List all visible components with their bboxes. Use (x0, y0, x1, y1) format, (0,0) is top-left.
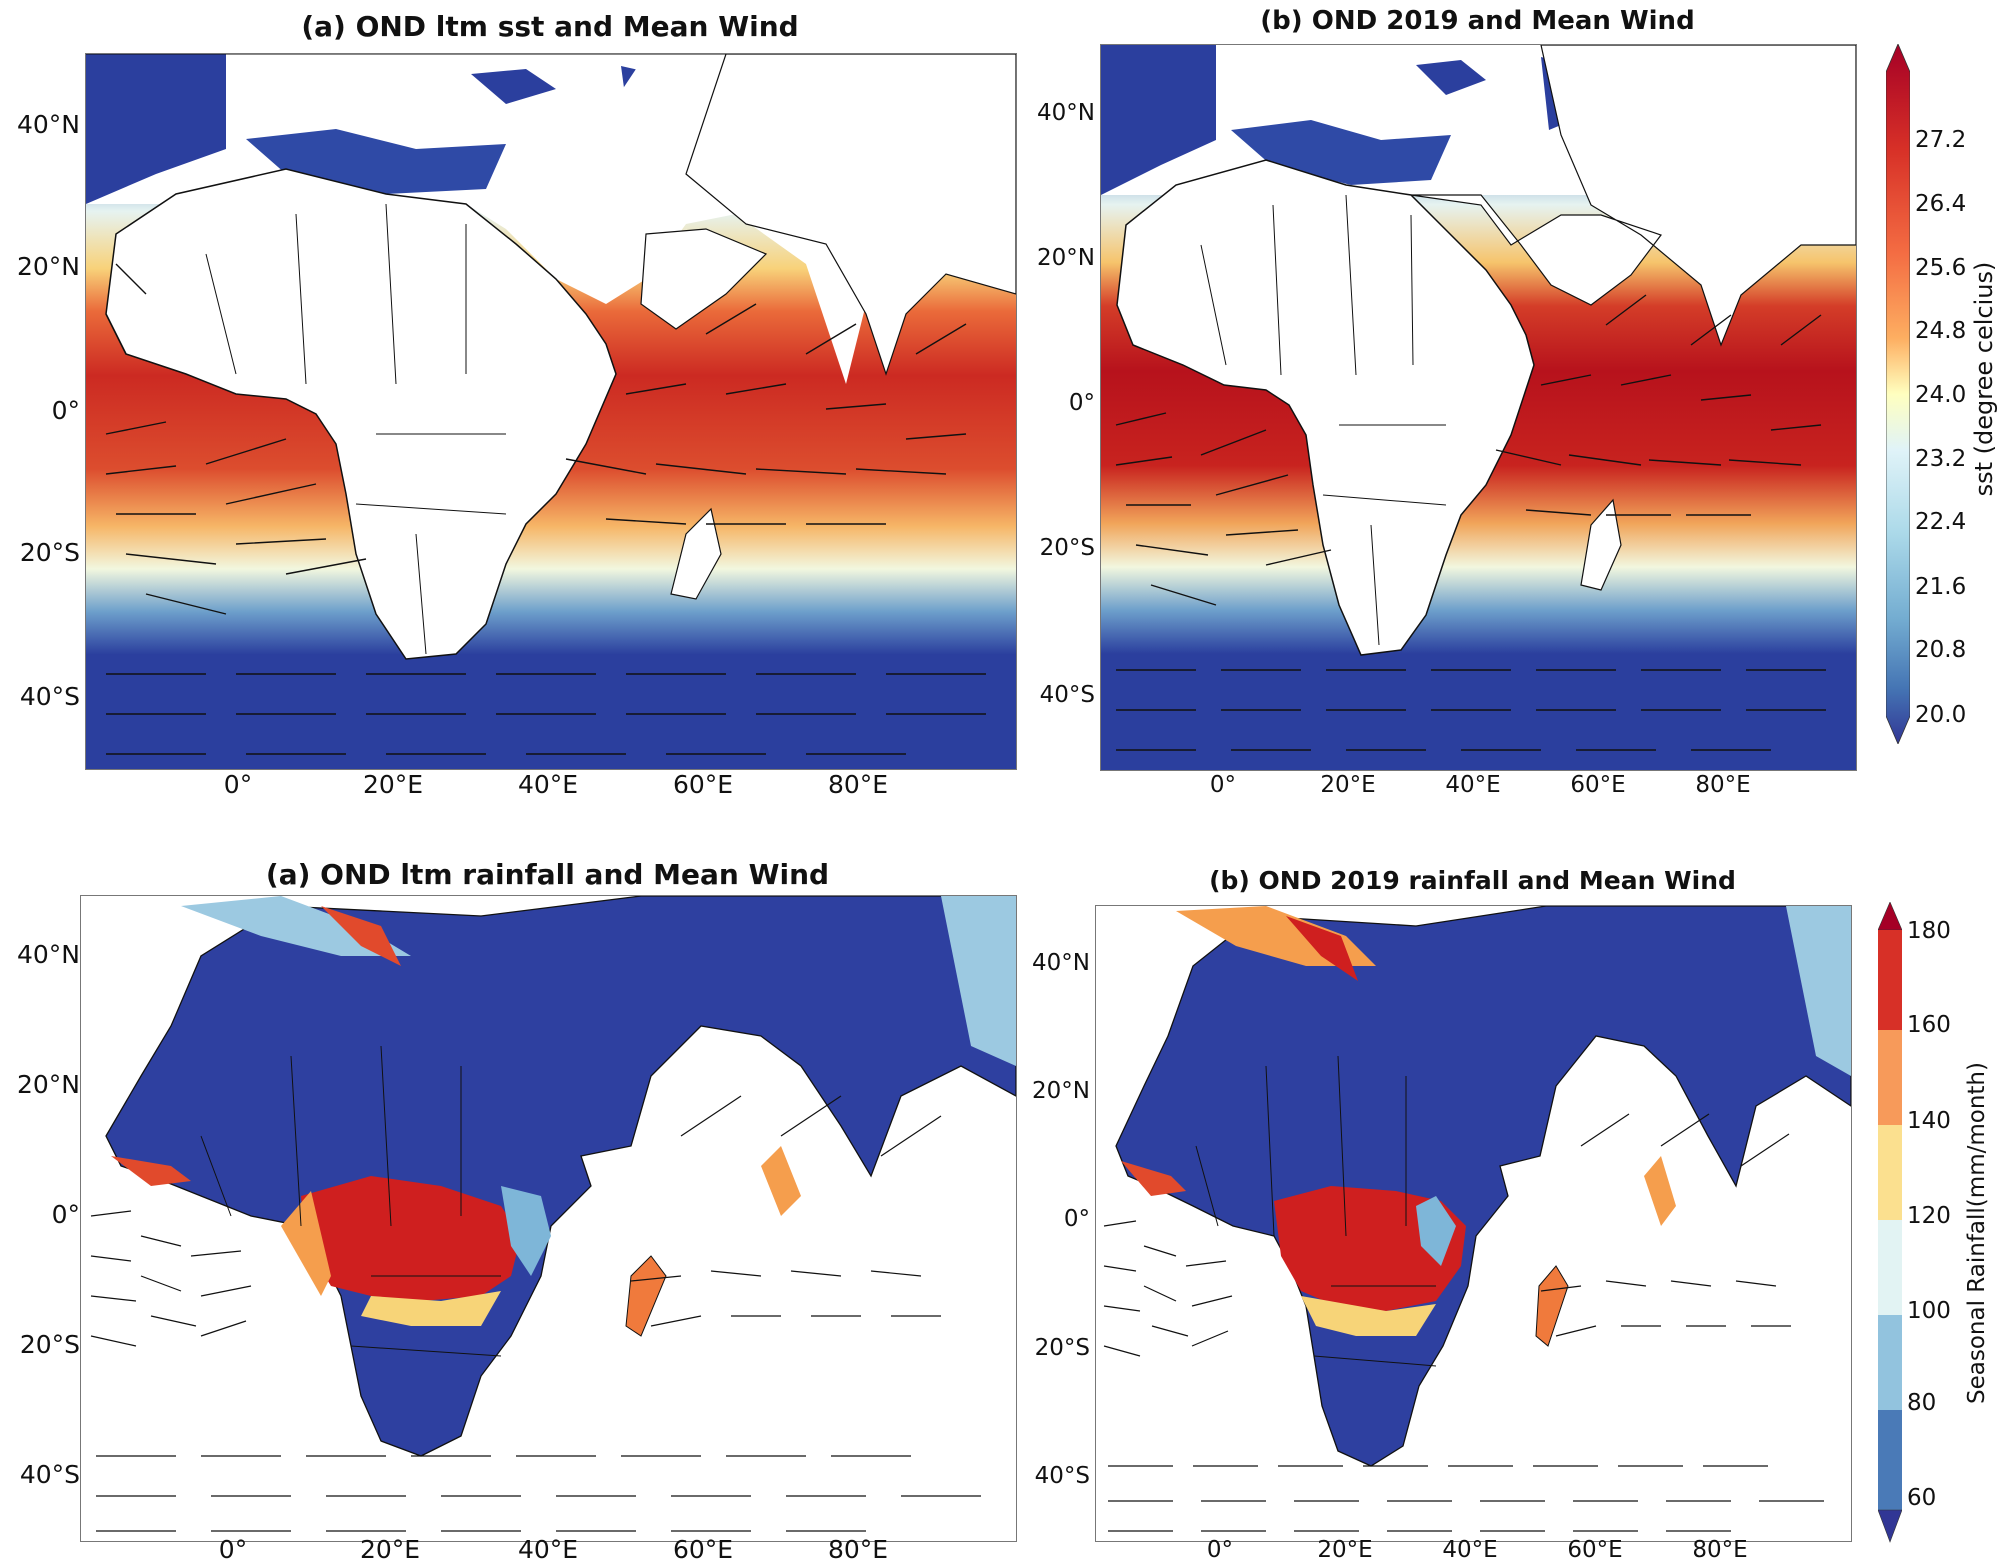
lon-tick-b-20e: 20°E (1320, 772, 1376, 798)
lon-tick-b-80e: 80°E (1695, 772, 1751, 798)
sst-cbar-tick-208: 20.8 (1915, 637, 1967, 663)
lon-tick-c-20e: 20°E (359, 1535, 421, 1564)
lat-tick-a-0: 0° (51, 396, 80, 425)
sst-colorbar (1886, 44, 1910, 744)
sst-cbar-tick-256: 25.6 (1915, 255, 1967, 281)
lat-tick-c-40s: 40°S (19, 1460, 80, 1489)
sst-2019-field (1101, 45, 1856, 770)
rain-cbar-tick-140: 140 (1907, 1108, 1951, 1134)
panel-title-sst-2019: (b) OND 2019 and Mean Wind (1260, 6, 1695, 36)
rain-cbar-tick-80: 80 (1907, 1390, 1937, 1416)
lon-tick-c-0: 0° (218, 1535, 248, 1564)
lat-tick-a-40n: 40°N (16, 110, 80, 139)
sst-cbar-tick-200: 20.0 (1915, 702, 1967, 728)
lon-tick-c-40e: 40°E (517, 1535, 579, 1564)
lat-tick-c-20n: 20°N (16, 1070, 80, 1099)
sst-cbar-tick-272: 27.2 (1915, 127, 1967, 153)
sst-2019-map (1100, 44, 1857, 771)
lon-tick-d-60e: 60°E (1567, 1537, 1623, 1563)
rain-ltm-field (81, 896, 1016, 1541)
sst-ltm-field (86, 54, 1016, 769)
sst-ltm-map (85, 53, 1017, 770)
lat-tick-b-0: 0° (1068, 390, 1095, 416)
rain-cbar-tick-120: 120 (1907, 1203, 1951, 1229)
panel-title-rain-ltm: (a) OND ltm rainfall and Mean Wind (265, 858, 830, 891)
lat-tick-d-0: 0° (1063, 1206, 1090, 1232)
lat-tick-c-40n: 40°N (16, 940, 80, 969)
lat-tick-c-0: 0° (51, 1200, 80, 1229)
lon-tick-b-60e: 60°E (1570, 772, 1626, 798)
wind-arrows (1115, 294, 1826, 751)
rain-ltm-map (80, 895, 1017, 1542)
lon-tick-b-0: 0° (1209, 772, 1237, 798)
lon-tick-a-0: 0° (223, 770, 253, 799)
wind-arrows (90, 1095, 981, 1532)
sst-cbar-tick-248: 24.8 (1915, 318, 1967, 344)
rain-colorbar-label: Seasonal Rainfall(mm/month) (1964, 1062, 1990, 1404)
lat-tick-b-40n: 40°N (1037, 100, 1095, 126)
lat-tick-d-20n: 20°N (1032, 1078, 1090, 1104)
rain-2019-map (1095, 905, 1852, 1542)
sst-cbar-tick-264: 26.4 (1915, 191, 1967, 217)
lat-tick-d-40n: 40°N (1032, 950, 1090, 976)
rain-2019-field (1096, 906, 1851, 1541)
lat-tick-a-20s: 20°S (19, 538, 80, 567)
lon-tick-d-40e: 40°E (1442, 1537, 1498, 1563)
lat-tick-c-20s: 20°S (19, 1330, 80, 1359)
lon-tick-c-60e: 60°E (672, 1535, 734, 1564)
lon-tick-d-0: 0° (1206, 1537, 1234, 1563)
sst-cbar-tick-224: 22.4 (1915, 509, 1967, 535)
lon-tick-c-80e: 80°E (827, 1535, 889, 1564)
lat-tick-a-40s: 40°S (19, 682, 80, 711)
sst-cbar-tick-232: 23.2 (1915, 446, 1967, 472)
lon-tick-d-80e: 80°E (1692, 1537, 1748, 1563)
lat-tick-b-20s: 20°S (1039, 535, 1095, 561)
lon-tick-a-20e: 20°E (362, 770, 424, 799)
lon-tick-b-40e: 40°E (1445, 772, 1501, 798)
rain-cbar-tick-100: 100 (1907, 1298, 1951, 1324)
rain-cbar-tick-160: 160 (1907, 1012, 1951, 1038)
lon-tick-a-60e: 60°E (672, 770, 734, 799)
rain-cbar-tick-180: 180 (1907, 918, 1951, 944)
sst-colorbar-label: sst (degree celcius) (1970, 261, 1998, 497)
sst-cbar-tick-240: 24.0 (1915, 382, 1967, 408)
rain-colorbar (1878, 902, 1902, 1543)
lon-tick-a-40e: 40°E (517, 770, 579, 799)
wind-arrows (1103, 1113, 1824, 1532)
sst-cbar-tick-216: 21.6 (1915, 574, 1967, 600)
lon-tick-a-80e: 80°E (827, 770, 889, 799)
lat-tick-d-40s: 40°S (1034, 1463, 1090, 1489)
panel-title-rain-2019: (b) OND 2019 rainfall and Mean Wind (1209, 866, 1736, 895)
rain-cbar-tick-60: 60 (1907, 1485, 1937, 1511)
lat-tick-b-40s: 40°S (1039, 682, 1095, 708)
lat-tick-b-20n: 20°N (1037, 245, 1095, 271)
panel-title-sst-ltm: (a) OND ltm sst and Mean Wind (301, 10, 799, 43)
lon-tick-d-20e: 20°E (1317, 1537, 1373, 1563)
lat-tick-a-20n: 20°N (16, 252, 80, 281)
wind-arrows (105, 263, 986, 755)
lat-tick-d-20s: 20°S (1034, 1335, 1090, 1361)
